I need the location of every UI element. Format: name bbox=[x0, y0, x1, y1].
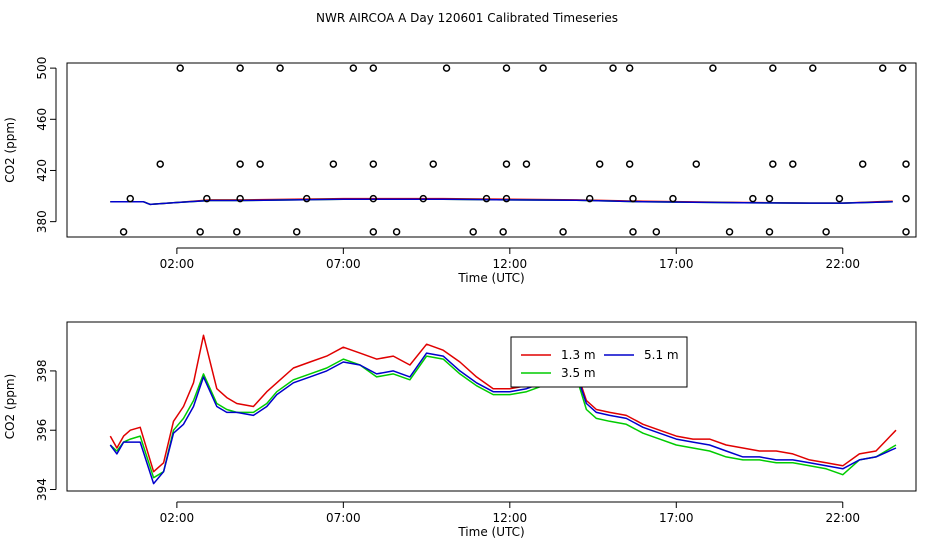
plot-frame bbox=[66, 62, 917, 238]
calibration-point bbox=[595, 160, 604, 168]
y-tick-label: 500 bbox=[35, 57, 49, 80]
calibration-point bbox=[709, 64, 717, 72]
calibration-point bbox=[669, 194, 677, 203]
x-tick-label: 17:00 bbox=[659, 511, 694, 525]
x-tick-label: 02:00 bbox=[160, 511, 195, 525]
y-tick-label: 460 bbox=[35, 108, 49, 131]
calibration-point bbox=[629, 228, 637, 236]
calibration-point bbox=[369, 194, 378, 203]
legend: 1.3 m 5.1 m 3.5 m bbox=[510, 336, 688, 388]
calibration-point bbox=[725, 228, 734, 236]
series-line-5-1-m bbox=[109, 352, 897, 485]
calibration-point bbox=[502, 194, 511, 203]
plot-frame bbox=[66, 321, 917, 492]
calibration-point bbox=[429, 160, 437, 168]
calibration-point bbox=[769, 64, 777, 72]
series-line-1-3-m bbox=[109, 334, 897, 473]
series-line-5-1-m bbox=[110, 198, 893, 206]
calibration-point bbox=[822, 228, 830, 236]
calibration-point bbox=[765, 228, 774, 236]
x-tick-label: 22:00 bbox=[825, 511, 860, 525]
legend-label: 5.1 m bbox=[644, 348, 679, 362]
calibration-point bbox=[585, 194, 594, 203]
calibration-point bbox=[349, 64, 358, 72]
calibration-point bbox=[236, 194, 244, 203]
calibration-point bbox=[878, 64, 887, 72]
x-tick-label: 07:00 bbox=[326, 511, 361, 525]
calibration-point bbox=[392, 228, 401, 236]
calibration-point bbox=[858, 160, 867, 168]
x-tick-label: 17:00 bbox=[659, 257, 694, 271]
calibration-point bbox=[539, 64, 547, 72]
calibration-point bbox=[256, 160, 264, 168]
calibration-point bbox=[522, 160, 531, 168]
calibration-point bbox=[442, 64, 451, 72]
calibration-point bbox=[625, 64, 634, 72]
calibration-point bbox=[809, 64, 817, 72]
calibration-point bbox=[789, 160, 797, 168]
calibration-point bbox=[559, 228, 567, 236]
calibration-point bbox=[902, 194, 910, 203]
calibration-point bbox=[329, 160, 338, 168]
calibration-point bbox=[765, 194, 774, 203]
top-panel: 02:00 07:00 12:00 17:00 22:00 Time (UTC) 380 42… bbox=[3, 57, 917, 285]
y-tick-label: 398 bbox=[35, 359, 49, 382]
legend-box bbox=[510, 336, 688, 388]
x-tick-label: 22:00 bbox=[825, 257, 860, 271]
calibration-point bbox=[499, 228, 507, 236]
calibration-point bbox=[609, 64, 617, 72]
legend-label: 1.3 m bbox=[561, 348, 596, 362]
series-line-3-5-m bbox=[109, 355, 897, 479]
calibration-point bbox=[769, 160, 777, 168]
calibration-point bbox=[119, 228, 128, 236]
y-axis-title: CO2 (ppm) bbox=[3, 117, 17, 183]
calibration-point bbox=[156, 160, 164, 168]
calibration-point bbox=[369, 160, 378, 168]
calibration-point bbox=[749, 194, 757, 203]
x-tick-label: 12:00 bbox=[493, 511, 528, 525]
calibration-point bbox=[625, 160, 634, 168]
calibration-point bbox=[203, 194, 211, 203]
y-tick-label: 380 bbox=[35, 210, 49, 233]
calibration-point bbox=[196, 228, 204, 236]
calibration-point bbox=[652, 228, 661, 236]
calibration-point bbox=[419, 194, 427, 203]
calibration-point bbox=[469, 228, 477, 236]
y-tick-label: 420 bbox=[35, 159, 49, 182]
calibration-point bbox=[369, 64, 378, 72]
calibration-point bbox=[898, 64, 907, 72]
calibration-point bbox=[502, 160, 511, 168]
x-tick-label: 02:00 bbox=[160, 257, 195, 271]
calibration-point bbox=[692, 160, 701, 168]
calibration-point bbox=[176, 64, 184, 72]
calibration-point bbox=[302, 194, 311, 203]
calibration-point bbox=[902, 228, 910, 236]
x-axis-title: Time (UTC) bbox=[457, 271, 524, 285]
figure-title: NWR AIRCOA A Day 120601 Calibrated Times… bbox=[316, 11, 618, 25]
calibration-point bbox=[236, 160, 244, 168]
legend-label: 3.5 m bbox=[561, 366, 596, 380]
calibration-point bbox=[292, 228, 301, 236]
calibration-point bbox=[126, 194, 135, 203]
calibration-point bbox=[502, 64, 511, 72]
y-tick-label: 394 bbox=[35, 478, 49, 501]
calibration-point bbox=[236, 64, 244, 72]
y-tick-label: 396 bbox=[35, 419, 49, 442]
bottom-panel: 02:00 07:00 12:00 17:00 22:00 Time (UTC) 394 39… bbox=[3, 321, 917, 539]
x-tick-label: 07:00 bbox=[326, 257, 361, 271]
calibration-point bbox=[482, 194, 491, 203]
calibration-point bbox=[629, 194, 637, 203]
calibration-point bbox=[835, 194, 844, 203]
calibration-point bbox=[902, 160, 910, 168]
x-tick-label: 12:00 bbox=[493, 257, 528, 271]
calibration-point bbox=[233, 228, 241, 236]
x-axis-title: Time (UTC) bbox=[457, 525, 524, 539]
y-axis-title: CO2 (ppm) bbox=[3, 374, 17, 440]
calibration-point bbox=[369, 228, 378, 236]
calibration-point bbox=[276, 64, 284, 72]
